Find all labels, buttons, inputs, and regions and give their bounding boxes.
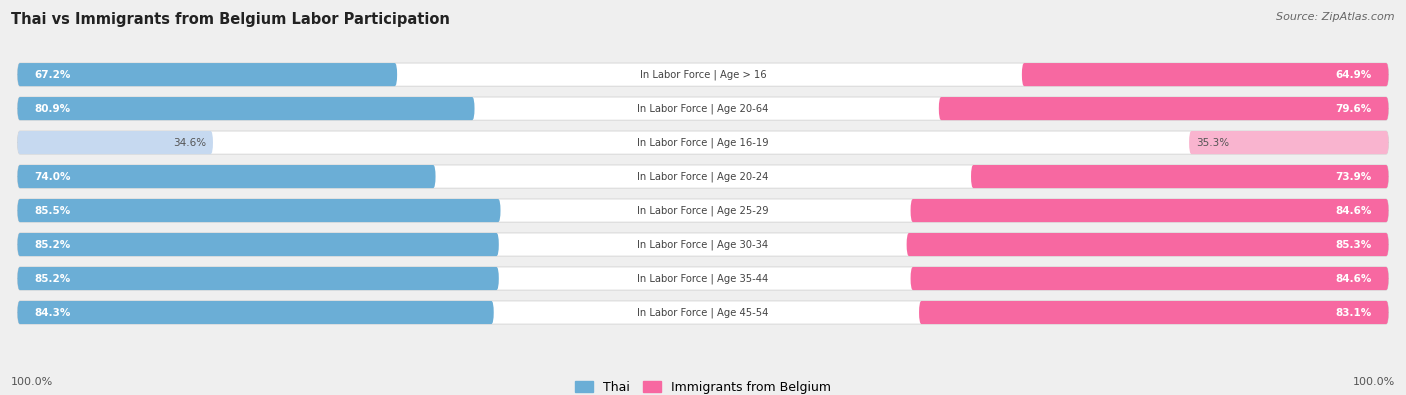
FancyBboxPatch shape — [17, 131, 1389, 154]
FancyBboxPatch shape — [17, 267, 499, 290]
Text: In Labor Force | Age 25-29: In Labor Force | Age 25-29 — [637, 205, 769, 216]
FancyBboxPatch shape — [17, 301, 494, 324]
FancyBboxPatch shape — [17, 165, 1389, 188]
FancyBboxPatch shape — [17, 199, 501, 222]
Text: 34.6%: 34.6% — [173, 137, 207, 148]
Text: 74.0%: 74.0% — [35, 171, 72, 182]
FancyBboxPatch shape — [17, 233, 499, 256]
FancyBboxPatch shape — [17, 97, 1389, 120]
FancyBboxPatch shape — [972, 165, 1389, 188]
Text: 35.3%: 35.3% — [1197, 137, 1229, 148]
Text: In Labor Force | Age 30-34: In Labor Force | Age 30-34 — [637, 239, 769, 250]
FancyBboxPatch shape — [17, 97, 475, 120]
Text: In Labor Force | Age 16-19: In Labor Force | Age 16-19 — [637, 137, 769, 148]
Text: 64.9%: 64.9% — [1336, 70, 1371, 79]
FancyBboxPatch shape — [911, 199, 1389, 222]
FancyBboxPatch shape — [911, 267, 1389, 290]
Text: 85.2%: 85.2% — [35, 273, 70, 284]
Text: 79.6%: 79.6% — [1336, 103, 1371, 114]
Text: In Labor Force | Age > 16: In Labor Force | Age > 16 — [640, 70, 766, 80]
FancyBboxPatch shape — [939, 97, 1389, 120]
Text: 73.9%: 73.9% — [1336, 171, 1371, 182]
Text: 84.3%: 84.3% — [35, 308, 72, 318]
FancyBboxPatch shape — [17, 63, 1389, 86]
Text: In Labor Force | Age 45-54: In Labor Force | Age 45-54 — [637, 307, 769, 318]
Legend: Thai, Immigrants from Belgium: Thai, Immigrants from Belgium — [571, 377, 835, 395]
Text: 84.6%: 84.6% — [1334, 273, 1371, 284]
Text: In Labor Force | Age 20-64: In Labor Force | Age 20-64 — [637, 103, 769, 114]
FancyBboxPatch shape — [17, 199, 1389, 222]
Text: 100.0%: 100.0% — [1353, 377, 1395, 387]
Text: In Labor Force | Age 35-44: In Labor Force | Age 35-44 — [637, 273, 769, 284]
FancyBboxPatch shape — [17, 63, 396, 86]
Text: 83.1%: 83.1% — [1336, 308, 1371, 318]
FancyBboxPatch shape — [17, 131, 212, 154]
FancyBboxPatch shape — [920, 301, 1389, 324]
Text: 85.3%: 85.3% — [1336, 239, 1371, 250]
Text: 80.9%: 80.9% — [35, 103, 70, 114]
FancyBboxPatch shape — [1022, 63, 1389, 86]
Text: 85.5%: 85.5% — [35, 205, 70, 216]
FancyBboxPatch shape — [17, 233, 1389, 256]
FancyBboxPatch shape — [17, 267, 1389, 290]
FancyBboxPatch shape — [907, 233, 1389, 256]
FancyBboxPatch shape — [17, 301, 1389, 324]
FancyBboxPatch shape — [17, 165, 436, 188]
Text: Source: ZipAtlas.com: Source: ZipAtlas.com — [1277, 12, 1395, 22]
FancyBboxPatch shape — [1189, 131, 1389, 154]
Text: 67.2%: 67.2% — [35, 70, 72, 79]
Text: Thai vs Immigrants from Belgium Labor Participation: Thai vs Immigrants from Belgium Labor Pa… — [11, 12, 450, 27]
Text: In Labor Force | Age 20-24: In Labor Force | Age 20-24 — [637, 171, 769, 182]
Text: 85.2%: 85.2% — [35, 239, 70, 250]
Text: 100.0%: 100.0% — [11, 377, 53, 387]
Text: 84.6%: 84.6% — [1334, 205, 1371, 216]
